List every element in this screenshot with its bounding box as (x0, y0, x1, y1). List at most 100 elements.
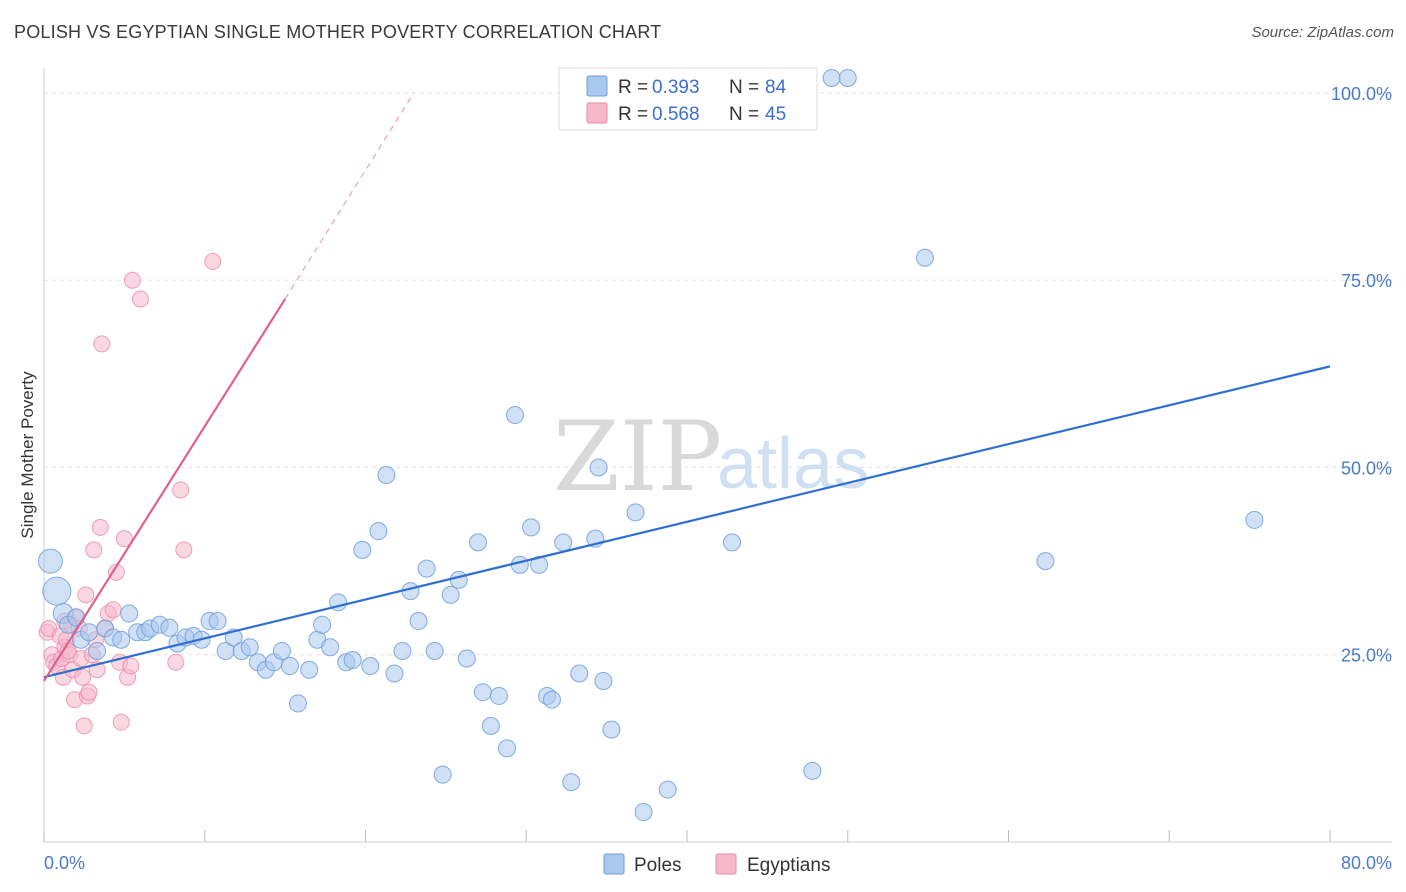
correlation-legend: R = 0.393 N = 84 R = 0.568 N = 45 (558, 67, 818, 131)
poles-point (425, 642, 444, 660)
poles-point (589, 458, 608, 477)
poles-point (457, 649, 476, 668)
series-legend: Poles Egyptians (603, 853, 830, 876)
poles-point (385, 664, 404, 683)
source-label: Source: ZipAtlas.com (1251, 24, 1394, 41)
egyptians-point (74, 668, 92, 686)
poles-point (469, 533, 488, 552)
poles-point (37, 548, 63, 574)
poles-point (208, 612, 227, 631)
egyptians-point (115, 530, 133, 548)
egyptians-point (77, 586, 95, 604)
poles-point (240, 638, 259, 657)
legend-n-label-egyptians: N = (729, 104, 759, 125)
egyptians-point (93, 335, 111, 353)
poles-point (441, 585, 460, 604)
poles-point (602, 720, 621, 739)
watermark-zip: ZIP (553, 401, 722, 513)
egyptians-point (75, 717, 93, 735)
poles-point (369, 522, 388, 541)
egyptians-point (204, 253, 222, 271)
legend-swatch-egyptians (586, 102, 608, 124)
series-legend-label-egyptians: Egyptians (747, 855, 830, 876)
poles-point (473, 683, 492, 702)
egyptians-point (123, 271, 141, 289)
poles-point (522, 518, 541, 537)
y-tick-labels: 100.0% 75.0% 50.0% 25.0% (1331, 84, 1392, 666)
poles-point (160, 618, 179, 637)
poles-point (1245, 510, 1264, 529)
poles-point (803, 761, 822, 780)
poles-point (88, 642, 107, 660)
chart-title: POLISH VS EGYPTIAN SINGLE MOTHER POVERTY… (14, 22, 662, 42)
poles-point (280, 656, 299, 675)
axes (43, 68, 1392, 843)
series-legend-label-poles: Poles (634, 855, 682, 876)
egyptians-point (80, 683, 98, 701)
poles-point (417, 559, 436, 578)
poles-point (343, 650, 362, 669)
legend-n-label-poles: N = (729, 77, 759, 98)
poles-point (915, 248, 934, 267)
legend-r-label-poles: R = (618, 77, 648, 98)
trend-lines (43, 92, 1331, 682)
poles-point (409, 612, 428, 631)
x-tick-label-min: 0.0% (44, 853, 85, 873)
series-legend-swatch-poles (603, 853, 625, 875)
poles-point (288, 694, 307, 713)
egyptians-point (112, 713, 130, 731)
legend-n-value-poles: 84 (765, 77, 787, 98)
poles-point (723, 533, 742, 552)
poles-point (570, 664, 589, 683)
poles-trend-line (43, 365, 1331, 679)
poles-point (313, 615, 332, 634)
poles-point (530, 555, 549, 574)
poles-point (658, 780, 677, 799)
legend-r-value-egyptians: 0.568 (652, 104, 700, 125)
poles-point (272, 642, 291, 660)
poles-point (67, 608, 86, 627)
egyptians-point (85, 541, 103, 559)
poles-point (377, 465, 396, 484)
poles-point (42, 576, 72, 606)
watermark: ZIP atlas (553, 401, 869, 513)
poles-point (481, 716, 500, 735)
poles-point (353, 540, 372, 559)
egyptians-point (104, 601, 122, 619)
poles-point (542, 690, 561, 709)
legend-r-value-poles: 0.393 (652, 77, 700, 98)
x-axis-ticks (43, 830, 1331, 842)
legend-n-value-egyptians: 45 (765, 104, 786, 125)
poles-point (510, 555, 529, 574)
poles-point (1036, 552, 1055, 571)
poles-point (497, 739, 516, 758)
legend-swatch-poles (586, 75, 608, 97)
poles-point (505, 406, 524, 425)
egyptians-point (122, 657, 140, 675)
poles-point (822, 69, 841, 87)
poles-point (838, 69, 857, 87)
egyptians-point (91, 518, 109, 536)
poles-point (562, 773, 581, 792)
egyptians-point (175, 541, 193, 559)
egyptians-point (172, 481, 190, 499)
poles-point (594, 671, 613, 690)
y-tick-label: 100.0% (1331, 84, 1392, 104)
poles-point (554, 533, 573, 552)
y-tick-label: 75.0% (1341, 271, 1392, 291)
y-axis-label: Single Mother Poverty (18, 371, 37, 539)
poles-point (321, 638, 340, 657)
poles-point (626, 503, 645, 522)
egyptians-trend-line (43, 298, 287, 682)
egyptians-point (131, 290, 149, 308)
poles-point (449, 570, 468, 589)
poles-point (300, 660, 319, 679)
egyptians-points (38, 253, 222, 735)
poles-point (393, 642, 412, 660)
poles-point (489, 686, 508, 705)
poles-point (120, 604, 139, 623)
legend-r-label-egyptians: R = (618, 104, 648, 125)
watermark-atlas: atlas (717, 424, 869, 504)
poles-point (361, 656, 380, 675)
